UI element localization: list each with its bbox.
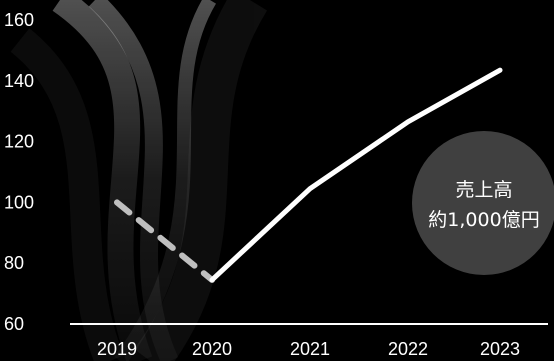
y-tick-label: 160 xyxy=(4,10,34,30)
y-tick-label: 140 xyxy=(4,71,34,91)
y-tick-label: 80 xyxy=(4,253,24,273)
x-tick-label: 2022 xyxy=(388,339,428,359)
x-tick-label: 2021 xyxy=(290,339,330,359)
y-tick-label: 120 xyxy=(4,132,34,152)
series-layer xyxy=(114,67,503,283)
series-line-dashed xyxy=(114,199,215,283)
sales-badge-value: 約1,000億円 xyxy=(428,209,539,231)
sales-badge-circle xyxy=(412,131,554,275)
sales-badge: 売上高 約1,000億円 xyxy=(412,131,554,275)
y-tick-label: 100 xyxy=(4,192,34,212)
y-axis-tick-labels: 60 80 100 120 140 160 xyxy=(4,10,34,334)
x-tick-label: 2023 xyxy=(480,339,520,359)
x-tick-label: 2019 xyxy=(97,339,137,359)
series-line-solid xyxy=(209,67,503,283)
background-swirl xyxy=(10,0,268,361)
sales-badge-label: 売上高 xyxy=(455,179,512,201)
x-tick-label: 2020 xyxy=(192,339,232,359)
x-axis-tick-labels: 2019 2020 2021 2022 2023 xyxy=(97,339,520,359)
y-tick-label: 60 xyxy=(4,314,24,334)
